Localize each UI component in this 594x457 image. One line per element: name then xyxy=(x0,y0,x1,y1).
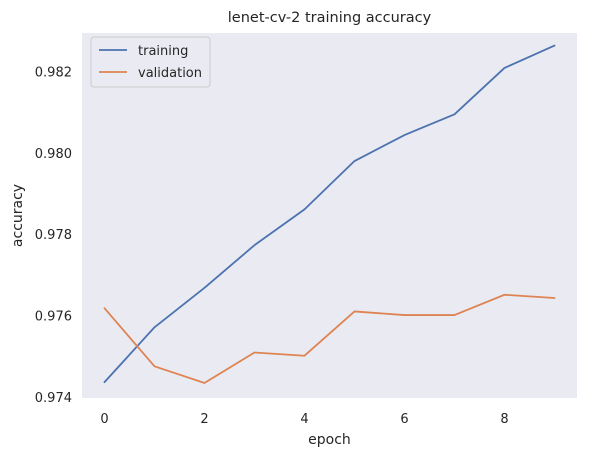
x-tick-label: 2 xyxy=(200,412,208,427)
x-tick-label: 4 xyxy=(300,412,308,427)
x-tick-label: 0 xyxy=(100,412,108,427)
y-axis-ticks: 0.974 0.976 0.978 0.980 0.982 xyxy=(35,66,72,406)
legend: training validation xyxy=(90,36,211,88)
x-tick-label: 6 xyxy=(400,412,408,427)
legend-label-validation: validation xyxy=(138,66,202,81)
series-line-training xyxy=(103,44,556,384)
x-axis-label: epoch xyxy=(308,432,351,448)
y-tick-label: 0.974 xyxy=(35,391,72,406)
series-line-validation xyxy=(103,293,556,384)
plot-area xyxy=(82,33,577,398)
y-axis-label: accuracy xyxy=(10,184,26,247)
y-tick-label: 0.978 xyxy=(35,228,72,243)
y-tick-label: 0.976 xyxy=(35,309,72,324)
series-layer xyxy=(103,44,556,384)
y-tick-label: 0.980 xyxy=(35,147,72,162)
chart-title: lenet-cv-2 training accuracy xyxy=(228,10,432,26)
legend-label-training: training xyxy=(138,44,188,59)
y-tick-label: 0.982 xyxy=(35,66,72,81)
x-axis-ticks: 0 2 4 6 8 xyxy=(100,412,508,427)
x-tick-label: 8 xyxy=(500,412,508,427)
